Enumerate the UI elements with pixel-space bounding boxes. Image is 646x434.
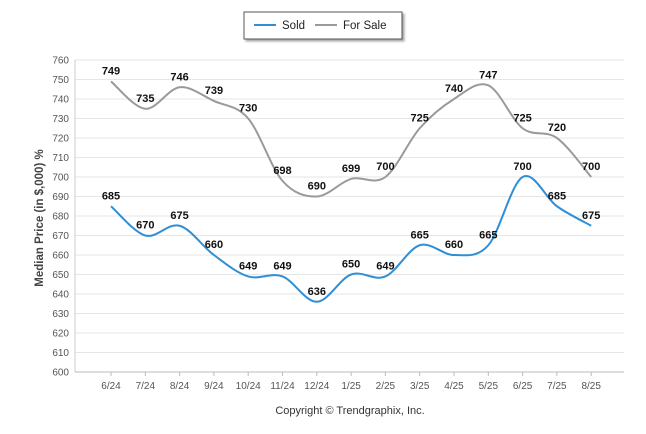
x-tick-label: 11/24 (270, 381, 295, 392)
data-label-sold: 670 (136, 220, 154, 232)
x-tick-label: 1/25 (341, 381, 361, 392)
data-label-for-sale: 700 (376, 161, 394, 173)
data-label-sold: 660 (445, 239, 463, 251)
gridlines (75, 59, 624, 373)
data-label-for-sale: 735 (136, 93, 154, 105)
legend-label-sold: Sold (282, 20, 305, 32)
y-tick-label: 660 (52, 251, 69, 262)
series-line-for-sale (110, 80, 592, 198)
y-tick-label: 690 (52, 192, 69, 203)
y-tick-label: 610 (52, 348, 69, 359)
series-lines (110, 80, 592, 303)
data-label-for-sale: 725 (513, 112, 531, 124)
data-label-sold: 636 (308, 286, 326, 298)
y-axis-label: Median Price (in $,000) % (34, 149, 46, 286)
data-label-sold: 665 (411, 229, 429, 241)
data-labels: 685 670 675 660 649 649 636 650 649 665 660 665 700 6… (102, 65, 601, 297)
legend-label-for-sale: For Sale (343, 20, 386, 32)
x-tick-label: 8/24 (170, 381, 190, 392)
y-tick-label: 730 (52, 114, 69, 125)
data-label-for-sale: 749 (102, 65, 120, 77)
data-label-for-sale: 698 (273, 165, 291, 177)
y-tick-label: 760 (52, 56, 69, 67)
x-tick-label: 12/24 (304, 381, 329, 392)
data-label-for-sale: 725 (411, 112, 429, 124)
data-label-sold: 660 (205, 239, 223, 251)
series-line-sold (110, 175, 592, 303)
x-tick-label: 6/25 (513, 381, 533, 392)
y-tick-label: 710 (52, 153, 69, 164)
x-tick-label: 7/24 (136, 381, 156, 392)
y-tick-label: 620 (52, 329, 69, 340)
data-label-for-sale: 720 (548, 122, 566, 134)
y-tick-label: 650 (52, 270, 69, 281)
x-tick-label: 7/25 (547, 381, 567, 392)
y-tick-label: 630 (52, 309, 69, 320)
x-tick-label: 8/25 (581, 381, 601, 392)
y-tick-label: 680 (52, 212, 69, 223)
x-tick-label: 5/25 (479, 381, 499, 392)
data-label-sold: 675 (170, 210, 188, 222)
data-label-sold: 650 (342, 259, 360, 271)
data-label-sold: 649 (273, 260, 291, 272)
y-tick-label: 640 (52, 290, 69, 301)
y-tick-label: 670 (52, 231, 69, 242)
x-tick-label: 9/24 (204, 381, 224, 392)
legend: Sold For Sale (243, 11, 403, 40)
data-label-sold: 685 (548, 190, 566, 202)
x-tick-label: 6/24 (101, 381, 121, 392)
data-label-for-sale: 747 (479, 69, 497, 81)
data-label-for-sale: 730 (239, 103, 257, 115)
x-tick-label: 3/25 (410, 381, 430, 392)
x-tick-label: 4/25 (444, 381, 464, 392)
y-tick-label: 700 (52, 173, 69, 184)
y-tick-label: 740 (52, 95, 69, 106)
y-tick-label: 750 (52, 75, 69, 86)
data-label-for-sale: 739 (205, 85, 223, 97)
data-label-for-sale: 699 (342, 163, 360, 175)
data-label-sold: 649 (239, 260, 257, 272)
data-label-sold: 685 (102, 190, 120, 202)
data-label-for-sale: 700 (582, 161, 600, 173)
data-label-sold: 649 (376, 260, 394, 272)
x-tick-label: 2/25 (376, 381, 396, 392)
data-label-for-sale: 690 (308, 181, 326, 193)
data-label-for-sale: 740 (445, 83, 463, 95)
x-tick-label: 10/24 (236, 381, 261, 392)
data-label-sold: 700 (513, 161, 531, 173)
data-label-sold: 675 (582, 210, 600, 222)
data-label-sold: 665 (479, 229, 497, 241)
axes: 600 610 620 630 640 650 660 670 680 690 700 710 720 7… (52, 56, 624, 392)
y-tick-label: 720 (52, 134, 69, 145)
data-label-for-sale: 746 (170, 71, 188, 83)
copyright-footer: Copyright © Trendgraphix, Inc. (275, 405, 424, 417)
y-tick-label: 600 (52, 368, 69, 379)
